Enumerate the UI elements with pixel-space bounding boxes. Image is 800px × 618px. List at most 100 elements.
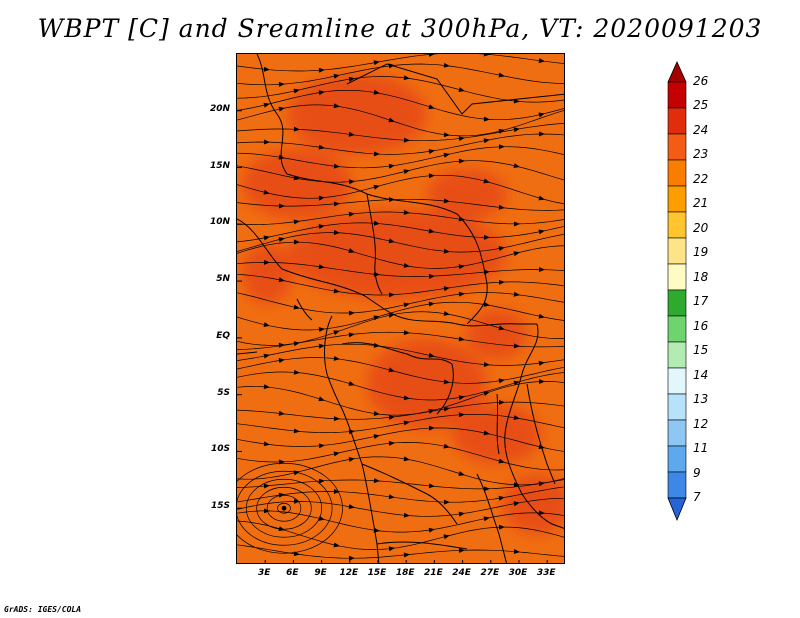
streamline-arrow: [428, 301, 435, 307]
streamline: [237, 54, 564, 72]
lon-label: 15E: [367, 568, 387, 578]
streamline-arrow: [428, 273, 435, 279]
streamline-arrow: [538, 313, 545, 319]
streamline-arrow: [513, 482, 520, 488]
streamline-arrow: [263, 235, 270, 241]
streamline-arrow: [428, 54, 435, 57]
streamline-arrow: [443, 379, 450, 385]
border-line: [436, 363, 454, 415]
streamline-arrow: [333, 330, 340, 336]
streamline-arrow: [263, 189, 270, 195]
streamline-arrow: [318, 195, 325, 201]
streamline-arrow: [263, 508, 270, 514]
streamline-arrow: [293, 175, 300, 181]
streamline-arrow: [428, 149, 435, 154]
streamline-arrow: [373, 89, 380, 95]
warm-area: [367, 339, 487, 429]
streamline-arrow: [428, 228, 435, 234]
vortex-ring: [256, 486, 312, 530]
streamline-arrow: [348, 179, 355, 185]
streamline-arrow: [458, 216, 465, 222]
streamline-arrow: [373, 434, 380, 440]
colorbar-label: 13: [693, 392, 709, 407]
streamline-arrow: [443, 152, 450, 158]
streamline: [237, 273, 564, 296]
streamline-arrow: [483, 116, 490, 122]
streamline-arrow: [333, 73, 340, 79]
streamline-arrow: [278, 106, 285, 112]
streamline-arrow: [293, 369, 300, 375]
streamline-arrow: [293, 470, 300, 476]
streamline-arrow: [348, 248, 355, 253]
colorbar-segment: [667, 107, 687, 135]
streamline-arrow: [293, 304, 300, 310]
streamline-arrow: [428, 352, 435, 358]
colorbar-segment: [667, 289, 687, 317]
streamline-arrow: [388, 292, 395, 298]
streamline-arrow: [333, 355, 340, 361]
streamline: [237, 413, 564, 433]
streamline-arrow: [318, 327, 325, 333]
lon-label: 12E: [339, 568, 359, 578]
streamline-arrow: [443, 534, 450, 540]
colorbar-label: 20: [693, 220, 709, 235]
streamline-arrow: [388, 440, 395, 446]
streamline-arrow: [293, 219, 300, 225]
streamline-arrow: [373, 220, 380, 226]
streamline-arrow: [458, 264, 465, 270]
border-line: [456, 213, 488, 325]
streamline-arrow: [403, 137, 410, 143]
streamline-arrow: [388, 238, 395, 244]
map-panel: [236, 53, 565, 564]
streamline-arrow: [483, 430, 490, 436]
streamline-arrow: [443, 499, 450, 505]
streamline-arrow: [373, 411, 380, 417]
vortex-ring: [237, 470, 333, 546]
streamline-arrow: [458, 412, 465, 418]
streamline: [237, 497, 564, 517]
streamline-arrow: [318, 90, 325, 96]
streamline: [237, 222, 564, 243]
streamline-arrow: [373, 342, 380, 348]
streamline-arrow: [403, 169, 410, 175]
streamline-arrow: [443, 62, 450, 68]
streamline: [237, 146, 564, 169]
streamline: [237, 343, 564, 366]
streamline-arrow: [348, 429, 355, 435]
streamline-arrow: [293, 239, 300, 245]
streamline-arrow: [388, 197, 395, 203]
streamline: [237, 401, 564, 420]
streamline-arrow: [318, 264, 325, 270]
lon-label: 24E: [452, 568, 471, 578]
streamline-arrow: [318, 224, 325, 230]
streamline: [237, 241, 564, 269]
lat-label: EQ: [216, 330, 230, 341]
colorbar-segment: [667, 341, 687, 369]
colorbar-segment: [667, 237, 687, 265]
streamline-arrow: [428, 173, 435, 179]
streamline-arrow: [483, 54, 490, 57]
streamline: [237, 211, 564, 225]
colorbar-segment: [667, 133, 687, 161]
streamline-arrow: [293, 126, 300, 132]
streamline-arrow: [278, 358, 285, 363]
colorbar-segment: [667, 419, 687, 447]
map-canvas: [237, 54, 564, 563]
warm-area: [427, 169, 507, 219]
colorbar-label: 25: [693, 98, 709, 113]
colorbar-segment: [667, 81, 687, 109]
streamline-arrow: [348, 131, 355, 137]
lon-label: 9E: [314, 568, 327, 578]
streamline-arrow: [318, 144, 325, 150]
warm-area: [287, 74, 427, 154]
streamline-arrow: [263, 384, 270, 390]
streamline-arrow: [278, 526, 285, 531]
streamline-arrow: [373, 184, 380, 190]
streamline: [237, 104, 564, 137]
streamline-arrow: [373, 60, 380, 66]
streamline: [237, 486, 564, 503]
streamline-arrow: [428, 104, 435, 110]
streamline-arrow: [458, 395, 465, 401]
streamline-arrow: [513, 415, 520, 421]
streamline: [237, 456, 564, 486]
